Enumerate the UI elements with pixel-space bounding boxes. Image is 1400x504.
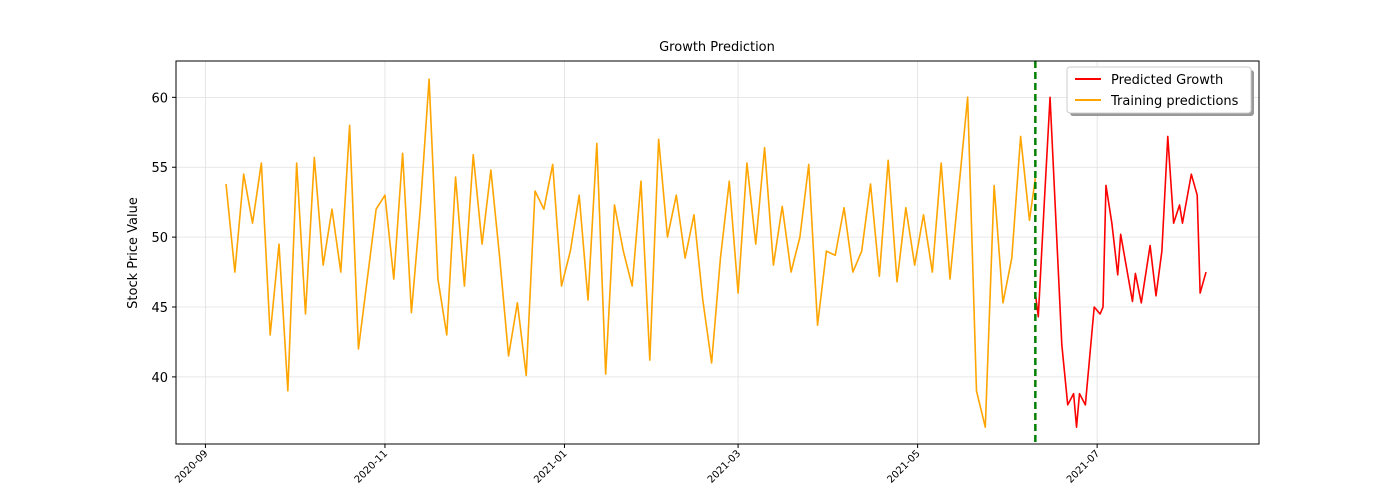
y-tick-label: 55 bbox=[151, 161, 168, 176]
y-tick-label: 45 bbox=[151, 301, 168, 316]
legend-box bbox=[1066, 66, 1252, 114]
x-tick-label: 2021-03 bbox=[706, 448, 743, 485]
x-tick-label: 2020-11 bbox=[353, 448, 390, 485]
legend-label: Training predictions bbox=[1110, 94, 1239, 109]
chart-title: Growth Prediction bbox=[659, 40, 775, 55]
plot-frame bbox=[175, 60, 1260, 445]
y-tick-label: 60 bbox=[151, 91, 168, 106]
x-tick-label: 2021-01 bbox=[532, 448, 569, 485]
x-tick-label: 2021-05 bbox=[885, 448, 922, 485]
x-tick-label: 2021-07 bbox=[1065, 448, 1102, 485]
legend-label: Predicted Growth bbox=[1111, 73, 1223, 88]
y-axis-label: Stock Price Value bbox=[126, 197, 141, 309]
y-tick-label: 50 bbox=[151, 231, 168, 246]
data-line bbox=[1034, 96, 1207, 429]
x-tick-label: 2020-09 bbox=[173, 448, 210, 485]
data-line bbox=[225, 78, 1037, 429]
legend: Predicted Growth Training predictions bbox=[1066, 66, 1254, 116]
y-tick-label: 40 bbox=[151, 371, 168, 386]
